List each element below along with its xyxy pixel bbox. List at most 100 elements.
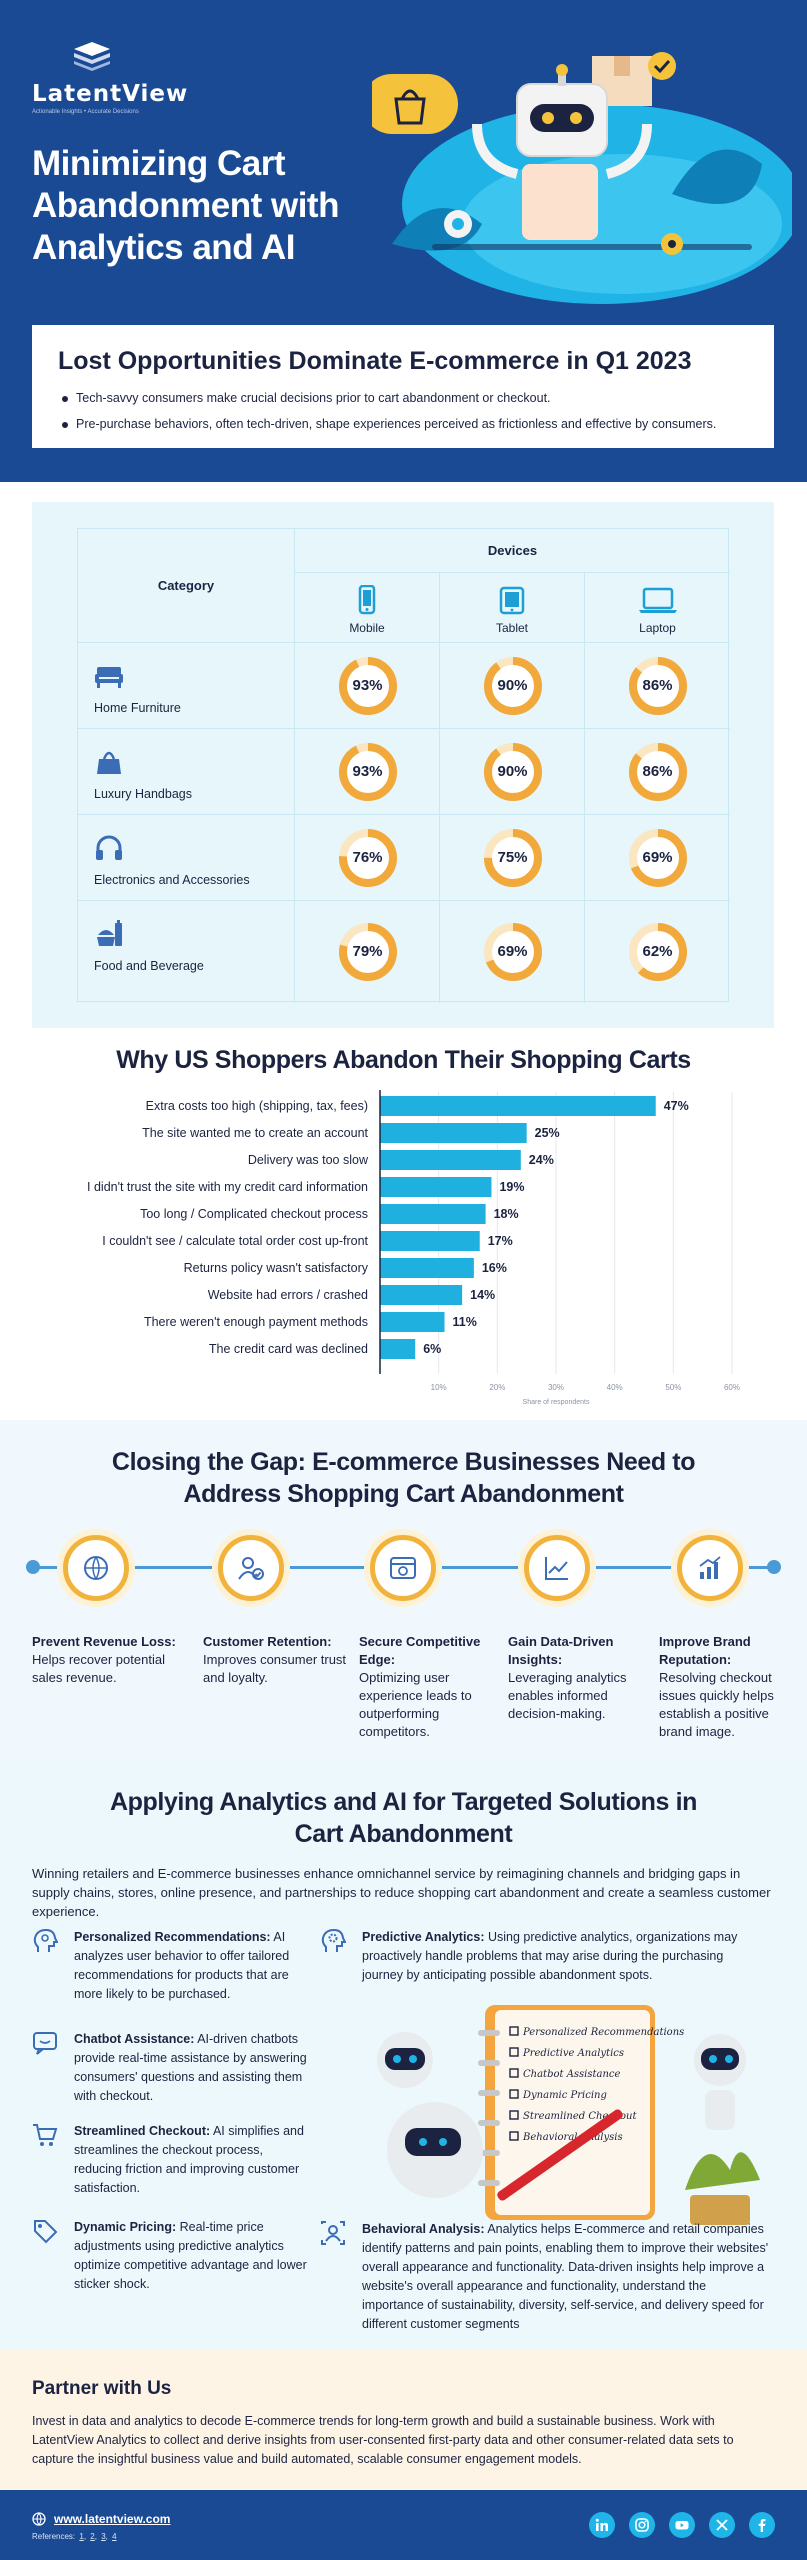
percent-value: 76%	[352, 849, 383, 866]
timeline-dot	[26, 1560, 40, 1574]
device-label: Laptop	[639, 621, 676, 635]
data-label: 47%	[664, 1099, 689, 1113]
category-label: Website had errors / crashed	[208, 1288, 368, 1302]
footer: www.latentview.com References: 1, 2, 3, …	[0, 2490, 807, 2560]
handbag-icon	[97, 751, 121, 774]
category-label: Returns policy wasn't satisfactory	[184, 1261, 369, 1275]
intro-bullet: Pre-purchase behaviors, often tech-drive…	[58, 416, 748, 433]
value-cell	[585, 643, 730, 729]
gap-item-text: Optimizing user experience leads to outp…	[359, 1670, 472, 1739]
percent-ring: 69%	[481, 920, 545, 984]
percent-ring-graphic	[338, 657, 397, 715]
category-label: There weren't enough payment methods	[144, 1315, 368, 1329]
reference-link[interactable]: 1	[79, 2532, 84, 2541]
gap-item-title: Customer Retention:	[203, 1634, 332, 1649]
devices-table: Category Devices Mobile Tablet Laptop Ho…	[77, 528, 730, 1003]
instagram-button[interactable]	[629, 2512, 655, 2538]
device-label: Tablet	[495, 621, 529, 635]
youtube-button[interactable]	[669, 2512, 695, 2538]
gap-item: Improve Brand Reputation: Resolving check…	[659, 1633, 777, 1741]
category-cell: Food and Beverage	[78, 901, 295, 1003]
ring-fill	[628, 923, 687, 981]
feature-text: AI analyzes user behavior to offer tailo…	[74, 1930, 290, 2001]
percent-value: 69%	[642, 849, 673, 866]
gap-item-title: Secure Competitive Edge:	[359, 1634, 481, 1667]
percent-value: 86%	[642, 677, 673, 694]
feature-checkout: Streamlined Checkout: AI simplifies and …	[32, 2122, 312, 2198]
x-tick-label: 20%	[489, 1383, 505, 1392]
facebook-button[interactable]	[749, 2512, 775, 2538]
gap-item: Prevent Revenue Loss: Helps recover poten…	[32, 1633, 182, 1687]
category-cell: Home Furniture	[78, 643, 295, 729]
reference-link[interactable]: 2	[90, 2532, 95, 2541]
data-label: 19%	[499, 1180, 524, 1194]
ring-fill	[483, 829, 542, 887]
feature-pricing: Dynamic Pricing: Real-time price adjustm…	[32, 2218, 312, 2294]
tablet-icon	[499, 586, 525, 615]
reference-link[interactable]: 3	[101, 2532, 106, 2541]
mobile-phone-icon	[358, 585, 376, 615]
linkedin-button[interactable]	[589, 2512, 615, 2538]
devices-header-cell: Devices	[295, 529, 730, 573]
device-col-tablet: Tablet	[440, 573, 585, 643]
bar	[380, 1285, 463, 1305]
percent-ring: 76%	[336, 826, 400, 890]
bar	[380, 1096, 656, 1116]
sofa-icon	[95, 667, 123, 688]
ring-fill	[628, 829, 687, 887]
percent-ring-graphic	[628, 923, 687, 981]
data-label: 25%	[535, 1126, 560, 1140]
percent-ring-graphic	[483, 657, 542, 715]
reference-link[interactable]: 4	[112, 2532, 117, 2541]
website-link[interactable]: www.latentview.com	[54, 2512, 171, 2526]
notebook-item: Chatbot Assistance	[523, 2069, 621, 2080]
percent-ring-graphic	[628, 743, 687, 801]
references-label: References:	[32, 2532, 76, 2541]
percent-value: 79%	[352, 943, 383, 960]
retention-icon-circle	[218, 1535, 284, 1601]
data-label: 16%	[482, 1261, 507, 1275]
percent-ring-graphic	[338, 743, 397, 801]
bar	[380, 1123, 527, 1143]
percent-ring-graphic	[338, 923, 397, 981]
feature-predictive: Predictive Analytics: Using predictive a…	[320, 1928, 760, 1985]
closing-gap-section: Closing the Gap: E-commerce Businesses N…	[0, 1420, 807, 1760]
category-label: I didn't trust the site with my credit c…	[87, 1180, 368, 1194]
lightbulb-head-icon	[33, 1928, 58, 1952]
x-twitter-icon	[716, 2519, 728, 2531]
value-cell	[295, 901, 440, 1003]
bar	[380, 1339, 416, 1359]
ring-fill	[338, 657, 397, 715]
x-tick-label: 30%	[548, 1383, 564, 1392]
currency-globe-icon	[84, 1556, 108, 1580]
category-label: Extra costs too high (shipping, tax, fee…	[146, 1099, 368, 1113]
brand-logo[interactable]: LatentView Actionable Insights • Accurat…	[32, 40, 187, 115]
percent-value: 86%	[642, 763, 673, 780]
intro-title: Lost Opportunities Dominate E-commerce i…	[58, 347, 692, 375]
ring-fill	[483, 923, 542, 981]
feature-title: Chatbot Assistance:	[74, 2032, 195, 2046]
category-cell: Luxury Handbags	[78, 729, 295, 815]
percent-ring-graphic	[628, 829, 687, 887]
data-label: 17%	[488, 1234, 513, 1248]
percent-ring: 75%	[481, 826, 545, 890]
user-check-icon	[238, 1557, 264, 1580]
feature-text: Analytics helps E-commerce and retail co…	[362, 2222, 769, 2331]
gap-title-text: Closing the Gap: E-commerce Businesses N…	[111, 1448, 696, 1508]
apply-title-text: Applying Analytics and AI for Targeted S…	[109, 1788, 698, 1848]
category-label: Delivery was too slow	[248, 1153, 369, 1167]
value-cell	[440, 643, 585, 729]
percent-ring: 69%	[626, 826, 690, 890]
x-tick-label: 40%	[607, 1383, 623, 1392]
gap-item-text: Helps recover potential sales revenue.	[32, 1652, 165, 1685]
device-col-laptop: Laptop	[585, 573, 730, 643]
x-twitter-button[interactable]	[709, 2512, 735, 2538]
intro-card: Lost Opportunities Dominate E-commerce i…	[32, 325, 774, 448]
percent-ring: 79%	[336, 920, 400, 984]
percent-ring: 93%	[336, 654, 400, 718]
bar-chart-icon	[699, 1556, 721, 1579]
brand-icon-circle	[677, 1535, 743, 1601]
gap-item: Customer Retention: Improves consumer tru…	[203, 1633, 353, 1687]
intro-bullets: Tech-savvy consumers make crucial decisi…	[58, 390, 748, 433]
gap-item-text: Resolving checkout issues quickly helps …	[659, 1670, 774, 1739]
